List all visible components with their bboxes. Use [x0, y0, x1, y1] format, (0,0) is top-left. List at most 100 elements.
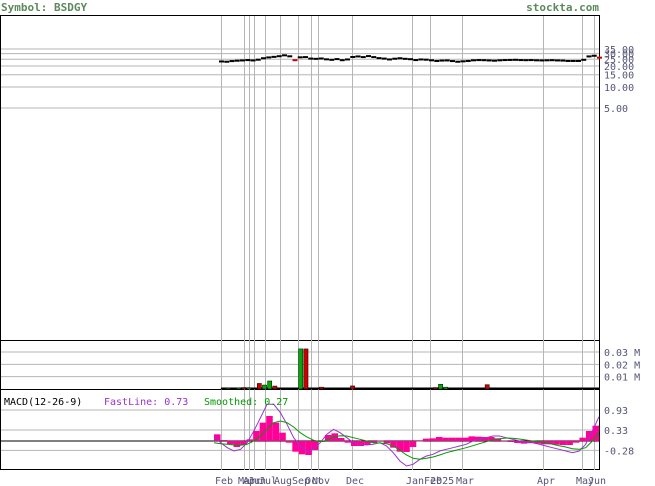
volume-bar — [236, 387, 241, 390]
x-tick-label: Feb — [215, 476, 233, 486]
x-tick-label: Oct — [305, 476, 323, 486]
volume-bar — [241, 387, 247, 390]
smoothed-line — [213, 420, 600, 460]
macd-histogram-bar — [514, 441, 521, 443]
macd-histogram-bar — [448, 437, 456, 441]
macd-title: MACD(12-26-9) — [4, 397, 82, 408]
macd-histogram-bar — [475, 436, 482, 441]
site-label: stockta.com — [526, 1, 599, 14]
macd-histogram-bar — [416, 441, 423, 442]
volume-tick-label: 0.02 M — [604, 360, 640, 371]
x-tick-label: Jun — [248, 476, 266, 486]
macd-histogram-bar — [390, 441, 397, 448]
macd-histogram-bar — [253, 431, 260, 441]
macd-tick-label: 0.33 — [604, 426, 628, 437]
macd-histogram-bar — [233, 441, 241, 447]
price-panel-frame — [0, 15, 600, 341]
macd-histogram-bar — [285, 441, 293, 443]
macd-histogram-bar — [494, 438, 502, 441]
volume-bar — [256, 383, 262, 390]
volume-bar — [298, 348, 304, 390]
x-tick-label: Apr — [243, 476, 261, 486]
macd-histogram-bar — [292, 441, 299, 452]
x-tick-label: Apr — [537, 476, 555, 486]
macd-histogram-bar — [344, 441, 352, 443]
macd-histogram-bar — [370, 441, 378, 443]
macd-histogram-bar — [259, 422, 267, 441]
volume-bar — [272, 385, 278, 390]
x-tick-label: Jun — [588, 476, 606, 486]
macd-histogram-bar — [553, 441, 560, 445]
symbol-label: Symbol: BSDGY — [1, 1, 87, 14]
macd-histogram-bar — [488, 437, 495, 441]
volume-bars — [220, 348, 599, 390]
macd-histogram-bar — [442, 437, 449, 441]
macd-histogram-bar — [220, 440, 228, 441]
volume-tick-label: 0.03 M — [604, 348, 640, 359]
macd-series — [1, 403, 600, 467]
volume-bar — [303, 348, 309, 390]
macd-histogram-bar — [559, 441, 567, 445]
macd-histogram-bar — [279, 432, 286, 441]
price-tick-label: 25.00 — [604, 55, 634, 66]
macd-histogram-bar — [396, 441, 404, 452]
x-tick-label: Dec — [346, 476, 364, 486]
macd-histogram-bar — [468, 436, 476, 441]
macd-histogram-bar — [507, 441, 515, 442]
macd-histogram-bar — [305, 441, 312, 455]
volume-tick-label: 0.01 M — [604, 373, 640, 384]
volume-bar — [350, 385, 355, 390]
fastline-label: FastLine: 0.73 — [104, 397, 188, 408]
macd-histogram-bar — [572, 441, 580, 443]
macd-histogram-bar — [357, 441, 365, 446]
macd-tick-label: -0.28 — [604, 446, 634, 457]
price-tick-label: 15.00 — [604, 71, 634, 82]
macd-histogram-bar — [566, 441, 573, 445]
macd-histogram-bar — [403, 441, 410, 452]
x-tick-label: May — [576, 476, 594, 486]
x-tick-label: Sep — [292, 476, 310, 486]
volume-bar — [438, 384, 443, 390]
x-tick-label: Nov — [312, 476, 330, 486]
volume-bar — [262, 384, 267, 390]
macd-histogram-bar — [455, 437, 462, 441]
macd-histogram-bar — [364, 441, 371, 445]
macd-histogram-bar — [246, 439, 254, 441]
volume-bar — [225, 387, 231, 390]
macd-histogram-bar — [351, 441, 358, 446]
volume-bar — [484, 384, 490, 390]
macd-histogram-bar — [527, 441, 534, 443]
macd-histogram-bar — [383, 441, 391, 444]
x-tick-label: Mar — [238, 476, 256, 486]
price-tick-label: 35.00 — [604, 45, 634, 56]
macd-histogram-bar — [533, 441, 541, 444]
macd-histogram-bar — [214, 434, 221, 441]
x-tick-label: Mar — [456, 476, 474, 486]
grid-layer — [1, 16, 599, 470]
price-series — [219, 54, 602, 63]
macd-histogram-bar — [592, 425, 599, 441]
macd-histogram-bar — [324, 435, 332, 441]
macd-histogram-bar — [585, 431, 593, 441]
macd-histogram-bar — [481, 437, 489, 441]
smoothed-label: Smoothed: 0.27 — [204, 397, 288, 408]
volume-bar — [319, 386, 324, 390]
macd-histogram-bar — [266, 416, 273, 441]
x-tick-label: Feb — [424, 476, 442, 486]
price-tick-label: 10.00 — [604, 83, 634, 94]
macd-tick-label: 0.93 — [604, 406, 628, 417]
volume-bar — [433, 387, 438, 390]
price-tick-label: 30.00 — [604, 50, 634, 61]
price-tick-label: 5.00 — [604, 104, 628, 115]
x-tick-label: Jan 2025 — [406, 476, 454, 486]
fastline-line — [213, 403, 600, 467]
macd-histogram-bar — [311, 441, 319, 450]
volume-bar — [246, 387, 252, 390]
x-tick-label: Aug — [274, 476, 292, 486]
macd-histogram-bar — [435, 437, 443, 441]
macd-histogram-bar — [422, 438, 430, 441]
macd-histogram-bar — [227, 441, 234, 445]
x-tick-label: Jul — [259, 476, 277, 486]
